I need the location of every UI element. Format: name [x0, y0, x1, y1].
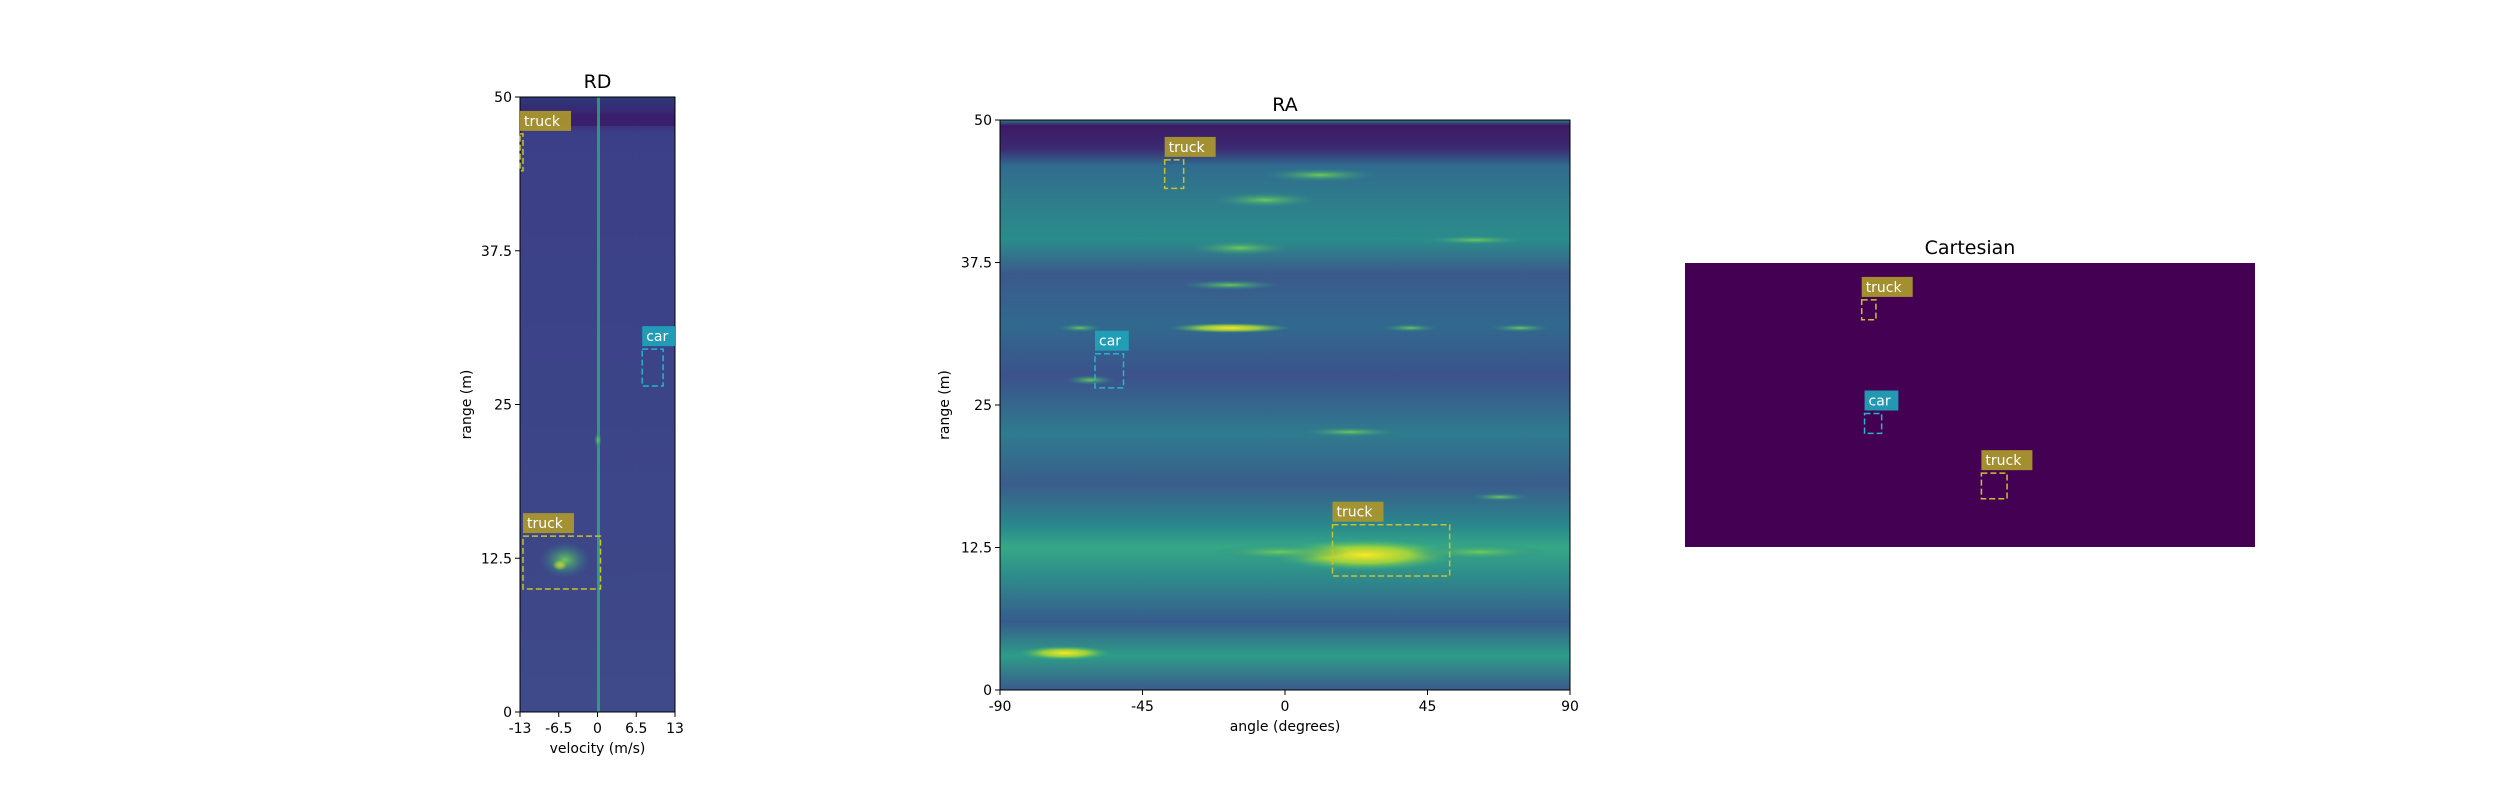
detection-label-bg	[1095, 330, 1129, 351]
rd-ylabel: range (m)	[459, 370, 475, 440]
detection-label-bg	[1864, 390, 1899, 411]
detection-label: truck	[527, 516, 564, 532]
ra-ylabel: range (m)	[937, 370, 953, 440]
detection-label-bg	[1981, 450, 2033, 471]
detection-label: truck	[1169, 140, 1206, 156]
cartesian-panel: truck car truck Cartesian	[1685, 237, 2255, 547]
cartesian-detections: truck car truck	[1860, 276, 2033, 500]
ra-ticks: -90 -45 0 45 90 0 12.5 25 37.5 50	[961, 113, 1579, 715]
detection-label-bg	[1861, 276, 1913, 297]
rd-detections: truck car truck	[519, 110, 677, 590]
y-tick-label: 50	[974, 113, 992, 129]
detection-label: car	[1869, 394, 1891, 410]
x-tick-label: 90	[1561, 699, 1579, 715]
detection-label: truck	[524, 114, 561, 130]
detection-box	[522, 535, 602, 590]
detection-label-bg	[642, 326, 677, 347]
cartesian-image	[1685, 263, 2255, 547]
rd-ticks: -13 -6.5 0 6.5 13 0 12.5 25 37.5 50	[481, 90, 684, 737]
detection-box	[1163, 159, 1185, 190]
detection-box	[1863, 412, 1883, 435]
y-tick-label: 37.5	[481, 244, 512, 260]
detection-box	[519, 133, 524, 172]
detection-box	[641, 348, 664, 387]
x-tick-label: 0	[1281, 699, 1290, 715]
detection-label: truck	[1337, 505, 1374, 521]
rd-xlabel: velocity (m/s)	[550, 741, 646, 757]
detection-box	[1094, 352, 1125, 389]
x-tick-label: 0	[593, 721, 602, 737]
detection-box	[1980, 472, 2008, 500]
y-tick-label: 12.5	[961, 541, 992, 557]
ra-panel: -90 -45 0 45 90 0 12.5 25 37.5 50 truck car truck R…	[937, 94, 1579, 735]
rd-title: RD	[584, 71, 612, 93]
detection-box	[1860, 299, 1877, 321]
detection-label-bg	[520, 110, 571, 131]
x-tick-label: 13	[666, 721, 684, 737]
x-tick-label: 45	[1419, 699, 1437, 715]
ra-heatmap	[1000, 120, 1570, 690]
detection-label-bg	[1332, 501, 1384, 522]
detection-label-bg	[1164, 136, 1216, 157]
x-tick-label: -90	[989, 699, 1012, 715]
y-tick-label: 37.5	[961, 256, 992, 272]
cartesian-title: Cartesian	[1925, 237, 2016, 259]
y-tick-label: 25	[494, 398, 512, 414]
y-tick-label: 0	[983, 683, 992, 699]
x-tick-label: -13	[509, 721, 532, 737]
detection-label: car	[1099, 334, 1121, 350]
x-tick-label: -45	[1131, 699, 1154, 715]
y-tick-label: 12.5	[481, 551, 512, 567]
ra-title: RA	[1272, 94, 1297, 116]
y-tick-label: 25	[974, 398, 992, 414]
y-tick-label: 50	[494, 90, 512, 106]
ra-xlabel: angle (degrees)	[1230, 719, 1341, 735]
detection-label-bg	[522, 513, 574, 534]
x-tick-label: 6.5	[625, 721, 647, 737]
x-tick-label: -6.5	[545, 721, 572, 737]
rd-heatmap	[520, 97, 675, 712]
detection-label: car	[646, 329, 668, 345]
detection-label: truck	[1866, 280, 1903, 296]
y-tick-label: 0	[503, 705, 512, 721]
ra-detections: truck car truck	[1094, 136, 1451, 577]
detection-box	[1331, 523, 1451, 577]
detection-label: truck	[1985, 453, 2022, 469]
